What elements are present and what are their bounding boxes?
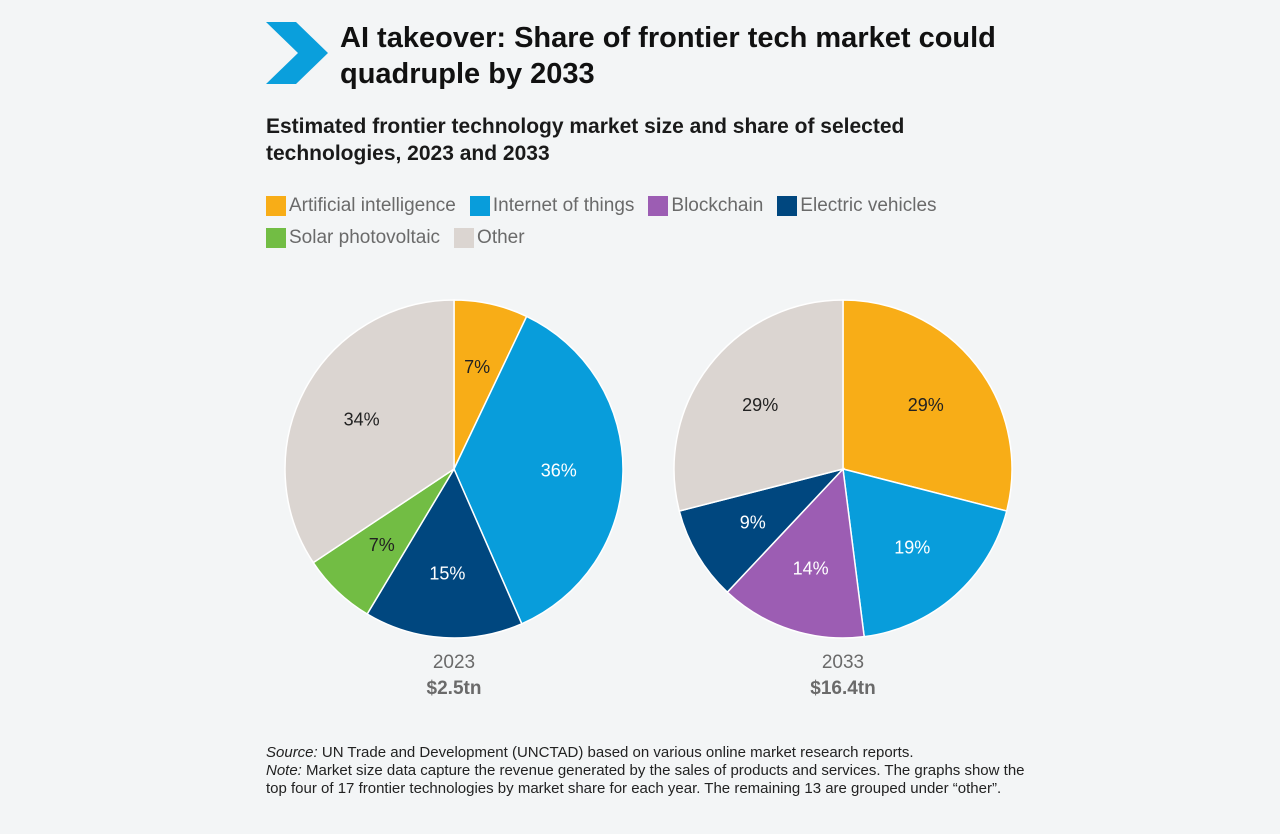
chart-subtitle: Estimated frontier technology market siz… xyxy=(266,115,905,165)
footnote: Source: UN Trade and Development (UNCTAD… xyxy=(266,744,1026,798)
slice-2033-other xyxy=(673,299,844,512)
slice-label-2033-internet-of-things: 19% xyxy=(894,538,930,558)
note-line: Note: Market size data capture the reven… xyxy=(266,762,1026,798)
source-line: Source: UN Trade and Development (UNCTAD… xyxy=(266,744,1026,762)
legend-swatch-ai xyxy=(266,196,286,216)
legend-label-iot: Internet of things xyxy=(492,195,635,216)
slice-label-2023-electric-vehicles: 15% xyxy=(429,564,465,584)
legend-item-blockchain: Blockchain xyxy=(648,195,763,217)
legend-item-solar: Solar photovoltaic xyxy=(266,227,440,249)
legend-swatch-other xyxy=(454,228,475,248)
slice-2033-internet-of-things xyxy=(842,467,1008,638)
slice-label-2023-solar-photovoltaic: 7% xyxy=(369,535,395,555)
legend-label-ev: Electric vehicles xyxy=(800,195,937,216)
legend-swatch-solar xyxy=(266,228,286,248)
note-text: Market size data capture the revenue gen… xyxy=(266,762,1025,797)
legend-row-2: Solar photovoltaic Other xyxy=(266,226,966,250)
source-label: Source: xyxy=(266,744,318,761)
legend-item-ai: Artificial intelligence xyxy=(266,195,456,217)
note-label: Note: xyxy=(266,762,302,779)
legend-row-1: Artificial intelligence Internet of thin… xyxy=(266,194,966,218)
page-title: AI takeover: Share of frontier tech mark… xyxy=(340,22,996,90)
legend-label-solar: Solar photovoltaic xyxy=(289,227,441,248)
legend-label-blockchain: Blockchain xyxy=(671,195,764,216)
slice-label-2033-other: 29% xyxy=(742,395,778,415)
slice-label-2023-artificial-intelligence: 7% xyxy=(464,357,490,377)
slice-label-2033-blockchain: 14% xyxy=(793,559,829,579)
slice-2033-artificial-intelligence xyxy=(842,299,1013,512)
slice-2023-electric-vehicles xyxy=(366,467,523,639)
pie-chart-2023: 7% 36% 15% 7% 34% 2023 $2.5tn xyxy=(284,299,624,699)
slice-2023-internet-of-things xyxy=(453,315,624,625)
slice-2033-blockchain xyxy=(726,467,866,639)
legend-item-iot: Internet of things xyxy=(469,195,635,217)
legend-label-ai: Artificial intelligence xyxy=(289,195,456,216)
total-label-2023: $2.5tn xyxy=(427,678,482,699)
legend-swatch-iot xyxy=(469,196,490,216)
legend-item-other: Other xyxy=(454,227,525,249)
legend-label-other: Other xyxy=(477,227,525,248)
legend: Artificial intelligence Internet of thin… xyxy=(266,194,966,258)
slice-label-2023-internet-of-things: 36% xyxy=(541,461,577,481)
slice-label-2033-artificial-intelligence: 29% xyxy=(908,395,944,415)
slice-label-2033-electric-vehicles: 9% xyxy=(740,512,766,532)
legend-swatch-blockchain xyxy=(648,196,669,216)
year-label-2023: 2023 xyxy=(433,652,475,673)
slice-2033-electric-vehicles xyxy=(678,467,846,594)
legend-swatch-ev xyxy=(777,196,798,216)
year-label-2033: 2033 xyxy=(822,652,864,673)
total-label-2033: $16.4tn xyxy=(810,678,875,699)
source-text: UN Trade and Development (UNCTAD) based … xyxy=(317,744,914,761)
slice-2023-other xyxy=(284,299,455,564)
legend-item-ev: Electric vehicles xyxy=(777,195,937,217)
chevron-arrow-icon xyxy=(266,22,328,84)
pie-chart-2033: 29% 19% 14% 9% 29% 2033 $16.4tn xyxy=(673,299,1013,699)
slice-label-2023-other: 34% xyxy=(344,410,380,430)
